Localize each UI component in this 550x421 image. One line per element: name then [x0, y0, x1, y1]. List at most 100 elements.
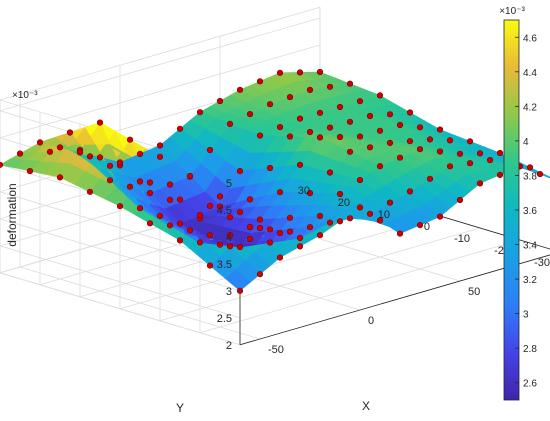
data-point [126, 136, 134, 143]
data-point [356, 177, 364, 184]
data-point [246, 223, 254, 231]
y-tick-label: 30 [298, 185, 310, 197]
deformation-surface [0, 71, 550, 292]
data-point [276, 123, 284, 131]
data-point [116, 159, 124, 166]
colorbar-tick-label: 2.8 [523, 344, 537, 355]
data-point [466, 138, 474, 145]
floor-grid-line [159, 227, 481, 322]
data-point [276, 189, 284, 196]
floor-grid-line [239, 254, 550, 346]
data-point [396, 121, 404, 129]
data-point [356, 133, 364, 140]
data-point [66, 129, 74, 136]
data-point [316, 212, 324, 220]
side-wall-grid-line [0, 272, 241, 346]
data-point [226, 243, 234, 250]
data-point [346, 118, 354, 125]
data-point [106, 162, 114, 169]
data-point [196, 109, 204, 116]
data-point [276, 69, 284, 76]
floor-grid-line [239, 254, 550, 346]
data-point [236, 243, 244, 251]
data-point [216, 193, 224, 200]
data-point [26, 168, 34, 175]
data-point [256, 78, 264, 85]
data-point [246, 196, 254, 203]
y-tick-label: 20 [338, 197, 350, 209]
data-point [306, 86, 314, 93]
colorbar-tick-label: 4.6 [523, 33, 537, 44]
data-point [276, 229, 284, 237]
data-point [496, 171, 504, 178]
data-point [376, 217, 384, 224]
data-point [486, 157, 494, 164]
data-point [166, 222, 174, 229]
data-point [216, 241, 224, 248]
colorbar-tick-label: 3 [523, 310, 529, 321]
data-point [216, 203, 224, 210]
data-point [296, 234, 304, 242]
scatter-points [0, 68, 544, 294]
data-point [176, 237, 184, 244]
back-wall-grid-line [0, 6, 321, 101]
z-tick-label: 4 [226, 232, 232, 244]
data-point [176, 196, 184, 203]
data-point [226, 232, 234, 239]
data-point [206, 232, 214, 239]
data-point [326, 169, 334, 176]
data-point [336, 190, 344, 198]
data-point [286, 93, 294, 101]
data-point [406, 109, 414, 116]
data-point [96, 119, 104, 126]
data-point [416, 146, 424, 153]
data-point [176, 220, 184, 227]
data-point [356, 98, 364, 105]
data-point [286, 214, 294, 221]
data-point [216, 97, 224, 105]
data-point [146, 189, 154, 197]
side-wall-grid-line [0, 245, 241, 319]
y-tick-label: -30 [534, 257, 550, 269]
data-point [366, 112, 374, 120]
floor-grid-line [199, 239, 521, 334]
x-tick-label: 0 [368, 315, 374, 327]
data-point [136, 150, 144, 157]
y-axis-label: Y [176, 401, 184, 415]
data-point [16, 150, 24, 157]
colorbar-tick-label: 4 [523, 137, 529, 148]
x-tick-label: 50 [468, 286, 480, 298]
data-point [86, 188, 94, 195]
data-point [406, 188, 414, 195]
data-point [436, 213, 444, 220]
y-tick-label: -10 [454, 233, 470, 245]
data-point [346, 80, 354, 87]
data-point [166, 196, 174, 203]
data-point [376, 127, 384, 134]
data-point [296, 69, 304, 76]
data-point [376, 92, 384, 99]
data-point [116, 203, 124, 210]
data-point [206, 202, 214, 209]
data-point [256, 132, 264, 139]
data-point [346, 148, 354, 155]
data-point [246, 110, 254, 118]
data-point [126, 183, 134, 190]
data-point [136, 178, 144, 185]
data-point [396, 154, 404, 161]
data-point [306, 224, 314, 231]
data-point [386, 199, 394, 206]
z-axis-exponent: ×10⁻³ [12, 90, 38, 101]
back-wall-grid-line [0, 44, 321, 139]
colorbar-ticks: 2.6 2.8 3 3.2 3.4 3.6 3.8 4 4.2 4.4 4.6 [515, 33, 537, 390]
data-point [406, 138, 414, 145]
data-point [256, 224, 264, 232]
data-point [146, 179, 154, 186]
data-point [316, 232, 324, 239]
data-point [336, 133, 344, 141]
data-point [316, 134, 324, 141]
data-point [476, 180, 484, 187]
data-point [476, 150, 484, 157]
data-point [86, 153, 94, 160]
data-point [266, 101, 274, 108]
